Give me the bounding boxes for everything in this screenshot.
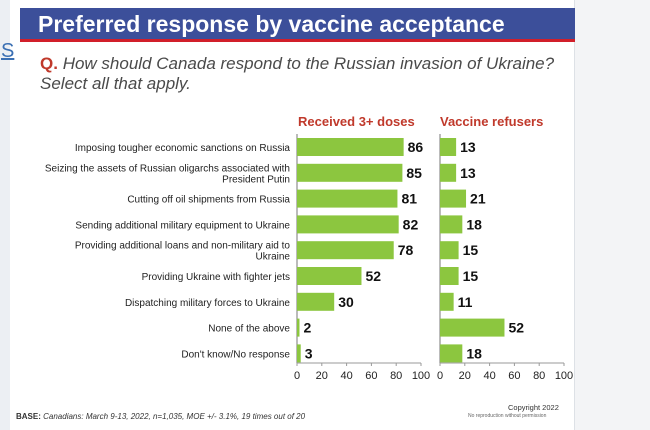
category-label: Providing additional loans and non-milit… — [75, 241, 291, 263]
no-reproduction-note: No reproduction without permission — [468, 413, 547, 419]
category-label: Sending additional military equipment to… — [75, 220, 290, 231]
x-tick-label-vaccine-refusers: 80 — [533, 370, 545, 382]
data-label-received-doses: 3 — [305, 345, 313, 361]
page-title: Preferred response by vaccine acceptance — [38, 11, 505, 37]
bar-received-doses — [297, 344, 301, 363]
category-label: Don't know/No response — [181, 349, 290, 360]
data-label-vaccine-refusers: 15 — [463, 242, 479, 258]
data-label-vaccine-refusers: 13 — [460, 139, 476, 155]
data-label-received-doses: 81 — [401, 191, 417, 207]
bar-received-doses — [297, 215, 399, 234]
bar-vaccine-refusers — [440, 189, 467, 208]
data-label-received-doses: 82 — [403, 216, 419, 232]
data-label-vaccine-refusers: 52 — [508, 320, 524, 336]
x-tick-label-vaccine-refusers: 40 — [483, 370, 495, 382]
bar-vaccine-refusers — [440, 318, 505, 337]
x-tick-label-received-doses: 80 — [390, 370, 402, 382]
title-bar: Preferred response by vaccine acceptance — [20, 8, 575, 42]
bar-received-doses — [297, 163, 403, 182]
category-label: Dispatching military forces to Ukraine — [125, 298, 290, 309]
base-note-text: Canadians: March 9-13, 2022, n=1,035, MO… — [43, 412, 306, 421]
base-note: BASE: Canadians: March 9-13, 2022, n=1,0… — [16, 412, 305, 421]
bar-received-doses — [297, 318, 300, 337]
series-header-vaccine-refusers: Vaccine refusers — [440, 114, 544, 129]
x-tick-label-received-doses: 0 — [294, 370, 300, 382]
bar-vaccine-refusers — [440, 292, 454, 311]
x-tick-label-received-doses: 100 — [412, 370, 430, 382]
bar-vaccine-refusers — [440, 267, 459, 285]
data-label-vaccine-refusers: 21 — [470, 191, 486, 207]
question-prefix: Q. — [40, 54, 58, 73]
edge-letter: S — [1, 40, 15, 62]
x-tick-label-vaccine-refusers: 20 — [459, 370, 471, 382]
x-tick-label-vaccine-refusers: 60 — [508, 370, 520, 382]
x-tick-label-received-doses: 60 — [365, 370, 377, 382]
bar-received-doses — [297, 138, 404, 156]
data-label-received-doses: 2 — [303, 320, 311, 336]
left-edge-strip — [0, 0, 10, 430]
data-label-received-doses: 78 — [398, 242, 414, 258]
bar-vaccine-refusers — [440, 163, 457, 182]
data-label-received-doses: 86 — [408, 139, 424, 155]
bar-vaccine-refusers — [440, 215, 463, 234]
question-text: Q. How should Canada respond to the Russ… — [40, 54, 560, 94]
category-label: Seizing the assets of Russian oligarchs … — [45, 163, 290, 185]
category-label: Providing Ukraine with fighter jets — [142, 272, 290, 283]
data-label-received-doses: 85 — [406, 165, 422, 181]
bar-vaccine-refusers — [440, 344, 463, 363]
bar-received-doses — [297, 292, 335, 311]
x-tick-label-vaccine-refusers: 0 — [437, 370, 443, 382]
bar-vaccine-refusers — [440, 241, 459, 260]
bar-received-doses — [297, 267, 362, 285]
bar-vaccine-refusers — [440, 138, 457, 156]
copyright: Copyright 2022 — [508, 403, 559, 412]
data-label-vaccine-refusers: 18 — [466, 345, 482, 361]
question-body: How should Canada respond to the Russian… — [40, 54, 555, 93]
x-tick-label-received-doses: 40 — [340, 370, 352, 382]
x-tick-label-received-doses: 20 — [316, 370, 328, 382]
data-label-vaccine-refusers: 15 — [463, 268, 479, 284]
x-tick-label-vaccine-refusers: 100 — [555, 370, 573, 382]
right-edge-panel — [574, 0, 650, 430]
data-label-vaccine-refusers: 11 — [458, 294, 473, 310]
bar-received-doses — [297, 241, 394, 260]
data-label-received-doses: 52 — [365, 268, 381, 284]
bar-received-doses — [297, 189, 398, 208]
data-label-received-doses: 30 — [338, 294, 354, 310]
category-label: None of the above — [208, 324, 290, 335]
series-header-received-doses: Received 3+ doses — [298, 114, 415, 129]
base-note-label: BASE: — [16, 412, 41, 421]
category-label: Imposing tougher economic sanctions on R… — [75, 143, 291, 154]
data-label-vaccine-refusers: 18 — [466, 216, 482, 232]
category-label: Cutting off oil shipments from Russia — [127, 195, 290, 206]
data-label-vaccine-refusers: 13 — [460, 165, 476, 181]
